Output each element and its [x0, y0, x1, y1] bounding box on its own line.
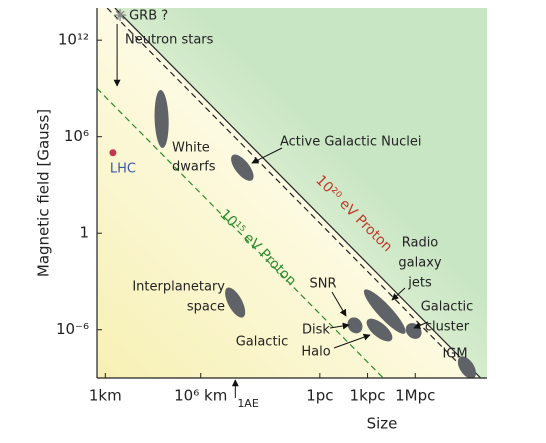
object-region [231, 154, 254, 181]
object-region [366, 318, 393, 342]
plot-area [97, 8, 487, 378]
annotation: 1AE [237, 397, 259, 410]
object-label: dwarfs [172, 160, 216, 175]
object-label: White [172, 141, 210, 156]
object-region [225, 287, 246, 318]
point-label: LHC [110, 161, 136, 176]
annotation: Galactic [236, 335, 289, 350]
object-label: Disk [302, 323, 330, 338]
x-tick-label: 1pc [306, 387, 333, 405]
point [109, 149, 117, 157]
y-axis-label: Magnetic field [Gauss] [35, 109, 53, 277]
object-region [154, 89, 169, 148]
y-tick-label: 10⁻⁶ [56, 320, 89, 338]
arrow [413, 321, 429, 329]
limit-line [106, 8, 474, 378]
x-tick-label: 1km [89, 387, 122, 405]
accelerator-region [114, 8, 487, 378]
arrow [333, 333, 371, 349]
object-region [347, 317, 363, 334]
arrow [331, 291, 347, 317]
object-label: Radio [402, 236, 439, 251]
arrow [329, 322, 350, 330]
object-label: Halo [301, 345, 330, 360]
annotation: SNR [309, 277, 336, 292]
object-region [457, 356, 477, 378]
x-tick-label: 1Mpc [395, 387, 435, 405]
x-axis-label: Size [367, 415, 398, 433]
annotation: Neutron stars [125, 33, 214, 48]
y-tick-label: 10¹² [58, 31, 89, 49]
arrow [391, 287, 406, 301]
y-tick-label: 1 [79, 224, 89, 242]
limit-line [114, 8, 482, 378]
point [114, 9, 127, 22]
object-label: cluster [425, 320, 470, 335]
object-label: Galactic [421, 300, 474, 315]
point-label: GRB ? [129, 9, 168, 24]
x-tick-label: 10⁶ km [174, 387, 227, 405]
object-region [363, 289, 406, 334]
object-label: galaxy [398, 256, 441, 271]
object-label: space [187, 300, 225, 315]
object-label: jets [407, 276, 432, 291]
object-label: Active Galactic Nuclei [280, 135, 421, 150]
object-label: Interplanetary [132, 280, 225, 295]
object-label: IGM [442, 347, 467, 362]
x-tick-label: 1kpc [350, 387, 386, 405]
limit-line [97, 88, 384, 378]
y-tick-label: 10⁶ [64, 127, 89, 145]
arrow [251, 147, 283, 164]
